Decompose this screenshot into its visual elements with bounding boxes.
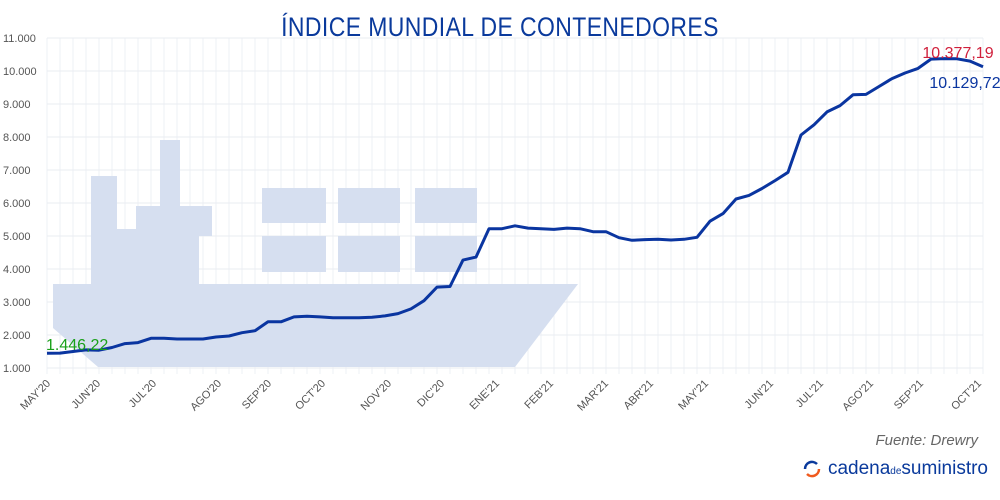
x-tick-label: MAR'21: [575, 378, 611, 414]
x-tick-label: JUN'21: [742, 378, 776, 412]
x-tick-label: AGO'21: [840, 378, 876, 414]
x-tick-label: JUL'21: [794, 378, 826, 410]
y-tick-label: 6.000: [3, 198, 31, 210]
source-note: Fuente: Drewry: [875, 432, 978, 449]
y-tick-label: 2.000: [3, 330, 31, 342]
y-tick-label: 8.000: [3, 132, 31, 144]
x-tick-label: MAY'21: [676, 378, 711, 413]
data-label: 10.129,72: [929, 75, 1000, 92]
y-tick-label: 5.000: [3, 231, 31, 243]
x-tick-label: JUL'20: [127, 378, 159, 410]
x-tick-label: DIC'20: [415, 378, 447, 410]
container: [338, 236, 400, 272]
x-tick-label: NOV'20: [359, 378, 394, 413]
x-tick-label: ENE'21: [468, 378, 503, 413]
container: [338, 188, 400, 223]
x-tick-label: MAY'20: [18, 378, 53, 413]
container: [415, 188, 477, 223]
x-tick-label: JUN'20: [69, 378, 103, 412]
ship-tower: [91, 176, 117, 284]
y-tick-label: 11.000: [3, 33, 36, 45]
x-tick-label: SEP'20: [240, 378, 274, 412]
y-tick-label: 3.000: [3, 297, 31, 309]
y-tick-label: 9.000: [3, 99, 31, 111]
data-label: 10.377,19: [922, 45, 993, 62]
x-tick-label: ABR'21: [622, 378, 657, 413]
x-tick-label: AGO'20: [188, 378, 224, 414]
container: [415, 236, 477, 272]
y-tick-label: 1.000: [3, 363, 31, 375]
y-tick-label: 7.000: [3, 165, 31, 177]
data-label: 1.446,22: [46, 337, 108, 354]
x-tick-label: OCT'21: [949, 378, 984, 413]
logo: cadenadesuministro: [802, 458, 988, 480]
ship-illustration: [53, 140, 578, 367]
y-tick-label: 10.000: [3, 66, 37, 78]
series-line: [46, 57, 984, 355]
container: [262, 236, 326, 272]
ship-hull: [53, 284, 578, 367]
logo-icon: [803, 460, 821, 478]
x-tick-label: SEP'21: [892, 378, 926, 412]
x-tick-label: FEB'21: [522, 378, 556, 412]
chart-title: ÍNDICE MUNDIAL DE CONTENEDORES: [281, 12, 719, 42]
y-tick-label: 4.000: [3, 264, 31, 276]
container: [262, 188, 326, 223]
x-tick-label: OCT'20: [293, 378, 328, 413]
